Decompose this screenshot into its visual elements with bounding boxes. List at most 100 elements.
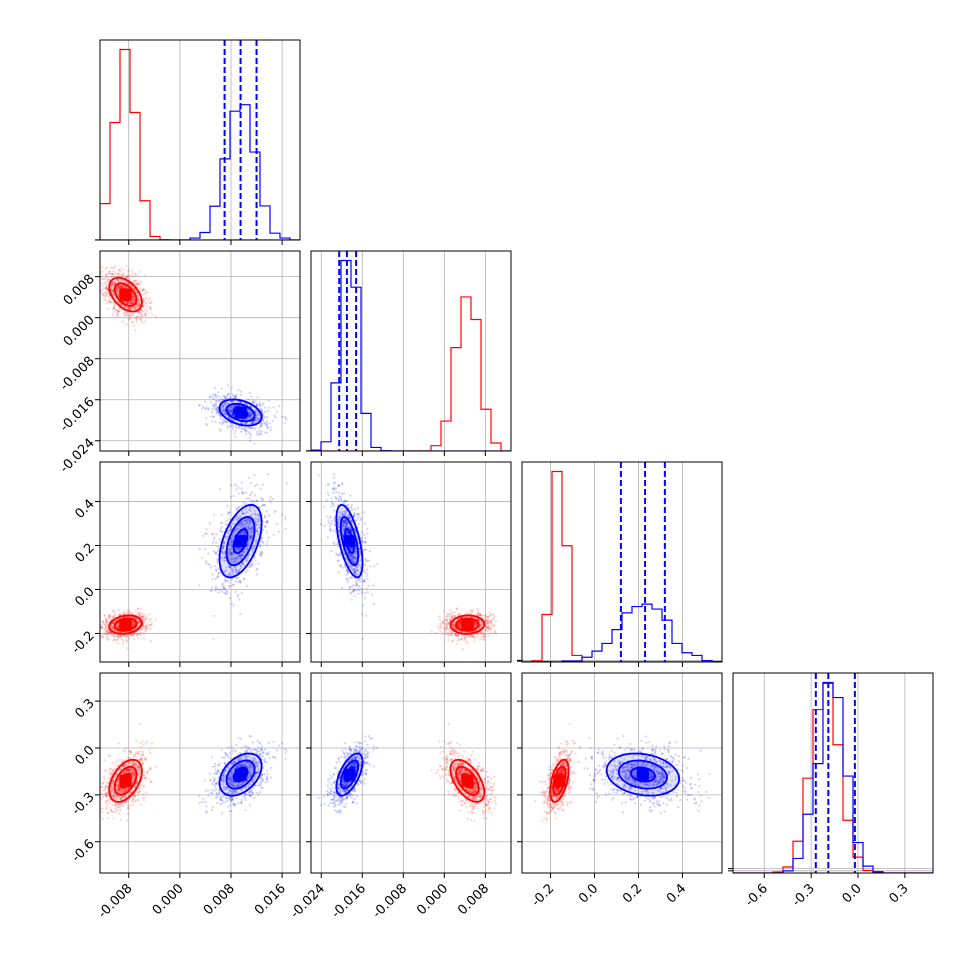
scatter-point bbox=[240, 504, 243, 508]
scatter-point bbox=[349, 591, 352, 594]
scatter-point bbox=[465, 640, 468, 643]
scatter-point bbox=[224, 396, 227, 399]
scatter-point bbox=[457, 624, 460, 627]
scatter-point bbox=[214, 420, 217, 424]
scatter-point bbox=[211, 396, 214, 399]
scatter-point bbox=[126, 311, 129, 314]
scatter-point bbox=[439, 630, 442, 633]
scatter-point bbox=[116, 290, 119, 293]
scatter-point bbox=[363, 579, 366, 582]
scatter-point bbox=[330, 500, 334, 504]
scatter-point bbox=[336, 560, 340, 563]
scatter-point bbox=[265, 531, 269, 534]
scatter-point bbox=[455, 633, 458, 636]
scatter-point bbox=[493, 624, 496, 627]
scatter-point bbox=[117, 627, 121, 630]
scatter-point bbox=[211, 541, 215, 544]
scatter-point bbox=[137, 623, 140, 626]
scatter-point bbox=[234, 557, 237, 560]
y-tick-label: -0.2 bbox=[69, 628, 98, 657]
scatter-point bbox=[138, 614, 141, 618]
scatter-point bbox=[241, 562, 244, 565]
scatter-point bbox=[224, 419, 227, 422]
scatter-point bbox=[116, 285, 119, 288]
scatter-point bbox=[453, 614, 456, 617]
scatter-point bbox=[111, 281, 114, 284]
scatter-point bbox=[326, 536, 329, 539]
scatter-point bbox=[105, 287, 108, 290]
scatter-point bbox=[235, 518, 238, 521]
scatter-point bbox=[139, 607, 142, 610]
scatter-point bbox=[127, 300, 130, 303]
scatter-point bbox=[262, 498, 265, 502]
scatter-point bbox=[103, 282, 107, 285]
scatter-point bbox=[111, 283, 114, 286]
scatter-point bbox=[131, 634, 134, 637]
scatter-point bbox=[109, 618, 113, 621]
scatter-point bbox=[231, 522, 234, 526]
scatter-point bbox=[247, 398, 250, 401]
scatter-point bbox=[223, 571, 226, 574]
scatter-point bbox=[238, 506, 241, 509]
scatter-point bbox=[116, 625, 119, 629]
scatter-point bbox=[348, 565, 352, 568]
scatter-point bbox=[353, 508, 357, 511]
scatter-point bbox=[110, 288, 113, 291]
scatter-point bbox=[489, 619, 492, 622]
scatter-point bbox=[344, 566, 347, 569]
scatter-point bbox=[230, 553, 233, 556]
scatter-point bbox=[222, 584, 225, 588]
scatter-point bbox=[338, 553, 341, 556]
scatter-point bbox=[367, 584, 370, 588]
scatter-point bbox=[135, 282, 138, 286]
density-peak-red bbox=[461, 618, 474, 631]
scatter-point bbox=[137, 297, 140, 301]
scatter-point bbox=[204, 560, 208, 563]
scatter-point bbox=[240, 553, 243, 557]
scatter-point bbox=[208, 522, 212, 525]
scatter-point bbox=[127, 308, 130, 311]
panel-frame bbox=[99, 39, 301, 241]
scatter-point bbox=[204, 561, 208, 565]
scatter-point bbox=[230, 410, 233, 413]
scatter-point bbox=[474, 621, 477, 624]
scatter-point bbox=[444, 626, 447, 630]
scatter-point bbox=[274, 509, 277, 513]
scatter-point bbox=[126, 306, 129, 309]
scatter-point bbox=[457, 638, 460, 641]
scatter-point bbox=[441, 632, 445, 635]
scatter-point bbox=[349, 527, 352, 530]
scatter-point bbox=[210, 420, 214, 423]
scatter-point bbox=[357, 579, 360, 582]
panel-content bbox=[100, 673, 300, 873]
scatter-point bbox=[477, 618, 480, 622]
scatter-point bbox=[235, 569, 238, 572]
scatter-point bbox=[255, 499, 258, 503]
scatter-point bbox=[348, 555, 351, 558]
scatter-point bbox=[135, 280, 138, 283]
scatter-point bbox=[111, 621, 115, 625]
scatter-point bbox=[234, 558, 237, 561]
scatter-point bbox=[465, 636, 468, 639]
scatter-point bbox=[139, 314, 142, 318]
scatter-point bbox=[139, 615, 142, 619]
scatter-point bbox=[258, 414, 261, 417]
scatter-point bbox=[358, 589, 361, 592]
scatter-point bbox=[107, 280, 110, 283]
scatter-point bbox=[239, 555, 242, 558]
scatter-point bbox=[105, 302, 108, 305]
density-peak-red bbox=[119, 288, 132, 301]
scatter-point bbox=[235, 576, 238, 580]
scatter-point bbox=[128, 315, 131, 319]
scatter-point bbox=[222, 588, 225, 591]
scatter-point bbox=[232, 560, 235, 563]
scatter-point bbox=[112, 621, 115, 624]
scatter-point bbox=[249, 536, 253, 539]
scatter-point bbox=[249, 534, 252, 537]
scatter-point bbox=[136, 315, 139, 318]
scatter-point bbox=[448, 628, 451, 631]
scatter-point bbox=[112, 609, 115, 613]
scatter-point bbox=[130, 302, 133, 305]
scatter-point bbox=[220, 513, 223, 516]
scatter-point bbox=[120, 284, 123, 287]
